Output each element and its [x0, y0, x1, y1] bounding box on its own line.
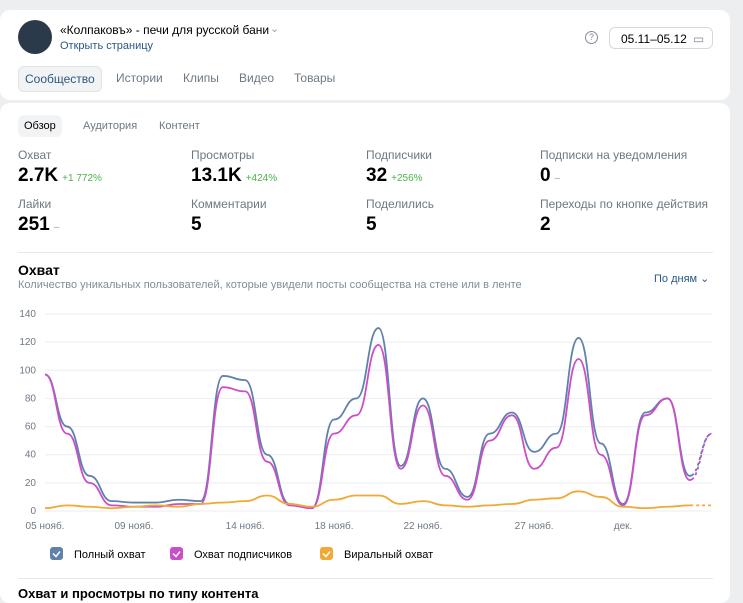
y-tick-label: 100: [19, 365, 36, 376]
stat-value: 32 +256%: [366, 165, 423, 187]
tab[interactable]: Клипы: [183, 71, 219, 85]
stat-number: 13.1K: [191, 165, 242, 186]
next-section-title: Охват и просмотры по типу контента: [18, 586, 259, 601]
stat-change: +256%: [391, 173, 423, 184]
x-tick-label: дек.: [614, 521, 633, 532]
x-tick-label: 09 нояб.: [114, 520, 153, 532]
open-page-link[interactable]: Открыть страницу: [60, 40, 154, 52]
stat-label: Подписчики: [366, 148, 433, 162]
legend-label: Виральный охват: [344, 549, 433, 561]
y-tick-label: 0: [30, 506, 36, 517]
stat-change: +1 772%: [62, 173, 102, 184]
divider: [18, 252, 713, 253]
x-tick-label: 18 нояб.: [315, 520, 354, 532]
y-tick-label: 120: [19, 337, 36, 348]
y-tick-label: 40: [25, 450, 37, 461]
legend-swatch: [50, 547, 63, 560]
stat-number: 32: [366, 165, 388, 186]
stat-label: Просмотры: [191, 148, 255, 162]
stat-number: 2: [540, 214, 551, 235]
legend-check: [172, 551, 181, 558]
tab[interactable]: Видео: [239, 71, 275, 85]
period: 05.11–05.12: [621, 32, 687, 46]
calendar-icon: ▭: [692, 32, 705, 46]
legend-label: Полный охват: [74, 549, 146, 561]
series-line: [44, 490, 712, 510]
stat-value: 2: [540, 214, 551, 236]
granularity-select[interactable]: По дням ⌄: [654, 273, 710, 285]
stat-label: Поделились: [366, 197, 434, 211]
community-title[interactable]: «Колпаковъ» - печи для русской бани: [60, 23, 270, 37]
dropdown-arrow[interactable]: ⌄: [270, 23, 280, 35]
granularity: По дням: [654, 273, 698, 285]
period-picker[interactable]: 05.11–05.12 ▭: [609, 27, 713, 49]
help-icon[interactable]: ?: [585, 31, 598, 44]
stat-change: +424%: [245, 173, 278, 184]
section-subtitle: Количество уникальных пользователей, кот…: [18, 279, 522, 291]
stat-change: –: [53, 222, 60, 233]
legend-label: Охват подписчиков: [194, 549, 292, 561]
stat-number: 251: [18, 214, 50, 235]
stat-value: 251–: [18, 214, 59, 236]
legend-check: [52, 551, 61, 558]
x-tick-label: 22 нояб.: [404, 520, 443, 532]
subtab[interactable]: Обзор: [18, 115, 62, 137]
stat-label: Охват: [18, 148, 52, 162]
y-tick-label: 20: [25, 478, 37, 489]
divider: [18, 578, 713, 579]
x-tick-label: 14 нояб.: [226, 520, 265, 532]
y-tick-label: 60: [25, 422, 37, 433]
header-card: [0, 10, 730, 100]
legend-check: [322, 551, 331, 558]
subtab[interactable]: Контент: [159, 120, 200, 132]
stat-number: 5: [191, 214, 202, 235]
stat-change: –: [554, 173, 561, 184]
y-tick-label: 80: [25, 393, 37, 404]
stat-value: 2.7K +1 772%: [18, 165, 102, 187]
y-tick-label: 140: [19, 309, 36, 320]
stat-label: Комментарии: [191, 197, 267, 211]
stat-number: 0: [540, 165, 551, 186]
subtab[interactable]: Аудитория: [83, 120, 138, 132]
stat-value: 0–: [540, 165, 560, 187]
stat-value: 13.1K +424%: [191, 165, 277, 187]
legend-swatch: [320, 547, 333, 560]
series-line: [44, 327, 713, 510]
stat-value: 5: [366, 214, 377, 236]
stat-label: Переходы по кнопке действия: [540, 197, 709, 211]
stat-value: 5: [191, 214, 202, 236]
tab[interactable]: Сообщество: [18, 66, 102, 92]
x-tick-label: 27 нояб.: [515, 520, 554, 532]
legend-swatch: [170, 547, 183, 560]
stats-card: [0, 103, 730, 603]
avatar[interactable]: [18, 20, 52, 54]
tab[interactable]: Товары: [294, 71, 336, 85]
stat-number: 5: [366, 214, 377, 235]
tab[interactable]: Истории: [116, 71, 163, 85]
stat-label: Лайки: [18, 197, 52, 211]
x-tick-label: 05 нояб.: [26, 520, 65, 532]
stat-label: Подписки на уведомления: [540, 148, 688, 162]
section-title: Охват: [18, 262, 60, 278]
stat-number: 2.7K: [18, 165, 59, 186]
